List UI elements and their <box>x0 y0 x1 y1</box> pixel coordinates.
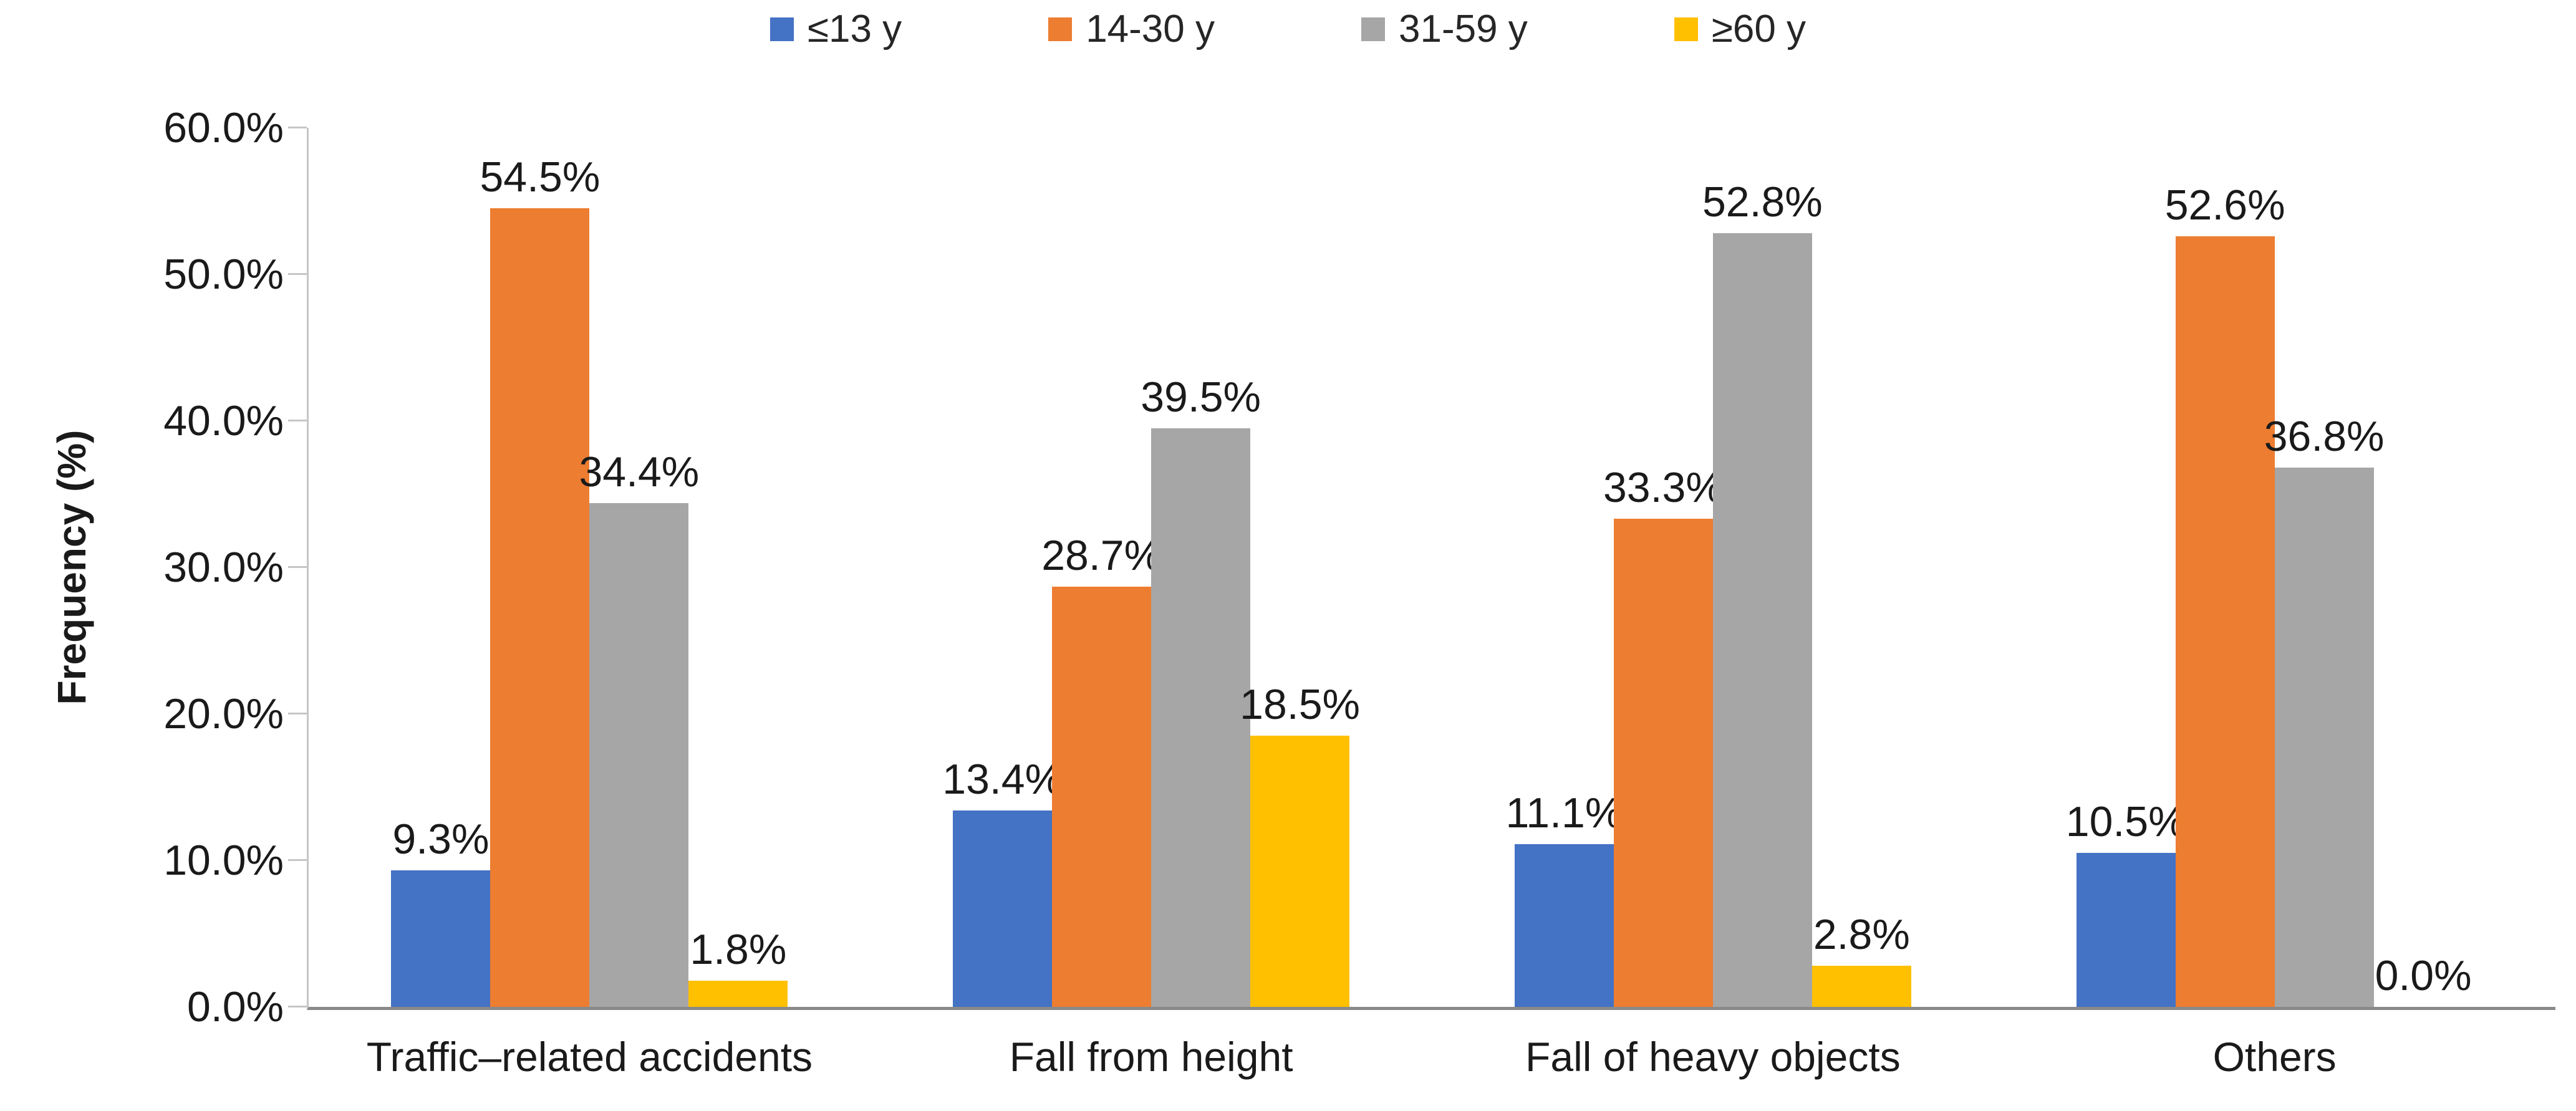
bar: 13.4% <box>942 758 1063 1007</box>
bar-group: 9.3% 54.5% 34.4% 1.8% Traffic–related accide… <box>309 128 871 1077</box>
legend-swatch-icon <box>1361 17 1385 41</box>
y-axis-tick-mark <box>288 1006 307 1008</box>
bar: 9.3% <box>391 818 491 1007</box>
bar: 11.1% <box>1506 792 1623 1007</box>
bar-value-label: 28.7% <box>1041 531 1162 579</box>
category-label: Traffic–related accidents <box>366 1034 813 1080</box>
chart-legend: ≤13 y 14-30 y 31-59 y ≥60 y <box>0 10 2576 49</box>
legend-swatch-icon <box>1674 17 1698 41</box>
bar-value-label: 52.8% <box>1702 178 1823 226</box>
bar: 10.5% <box>2066 801 2186 1007</box>
bar: 54.5% <box>480 156 600 1007</box>
bar: 39.5% <box>1141 376 1261 1007</box>
legend-swatch-icon <box>1048 17 1073 41</box>
bar-value-label: 39.5% <box>1141 373 1261 421</box>
bar: 1.8% <box>688 928 788 1007</box>
y-axis-tick-label: 50.0% <box>163 251 284 298</box>
y-axis-title: Frequency (%) <box>49 430 94 705</box>
legend-item: ≤13 y <box>769 7 902 50</box>
bar: 33.3% <box>1603 466 1724 1007</box>
bar-value-label: 36.8% <box>2264 413 2385 461</box>
y-axis-tick-mark <box>288 273 307 275</box>
y-axis-tick-label: 30.0% <box>163 544 284 591</box>
category-label: Fall from height <box>1009 1034 1293 1080</box>
bar-value-label: 11.1% <box>1505 789 1623 837</box>
legend-item: 31-59 y <box>1361 10 1528 49</box>
bar-value-label: 9.3% <box>392 815 490 863</box>
bar-value-label: 34.4% <box>579 448 700 496</box>
y-axis-tick-label: 10.0% <box>163 837 284 884</box>
bar: 2.8% <box>1811 913 1911 1007</box>
bar-group: 13.4% 28.7% 39.5% 18.5% Fall from height <box>871 128 1432 1077</box>
legend-label: 31-59 y <box>1399 7 1528 50</box>
legend-item: ≥60 y <box>1674 10 1806 49</box>
bar-value-label: 52.6% <box>2164 181 2285 229</box>
plot-area: 60.0% 50.0% 40.0% 30.0% 20.0% 10.0% 0.0% 9.3% 5… <box>163 107 2555 1077</box>
y-axis-tick-mark <box>288 127 307 128</box>
bar: 52.8% <box>1702 181 1823 1007</box>
bar-value-label: 0.0% <box>2375 952 2472 999</box>
bar-value-label: 2.8% <box>1813 911 1910 959</box>
category-label: Others <box>2212 1034 2337 1080</box>
legend-item: 14-30 y <box>1048 10 1215 49</box>
bar-groups: 9.3% 54.5% 34.4% 1.8% Traffic–related accide… <box>309 128 2555 1077</box>
legend-swatch-icon <box>769 17 794 41</box>
legend-label: ≥60 y <box>1711 7 1807 50</box>
bar: 52.6% <box>2165 184 2285 1007</box>
y-axis-tick-label: 0.0% <box>187 983 284 1031</box>
category-label: Fall of heavy objects <box>1525 1034 1901 1080</box>
bar-value-label: 13.4% <box>942 756 1063 804</box>
y-axis-tick-mark <box>288 566 307 568</box>
y-axis-tick-label: 40.0% <box>163 397 284 445</box>
bar: 28.7% <box>1041 534 1162 1007</box>
legend-label: 14-30 y <box>1086 7 1215 50</box>
bar-value-label: 1.8% <box>690 925 787 973</box>
bar-group: 11.1% 33.3% 52.8% 2.8% Fall of heavy objects <box>1432 128 1994 1077</box>
y-axis-tick-mark <box>288 420 307 421</box>
bar: 34.4% <box>579 451 699 1007</box>
y-axis-tick-mark <box>288 713 307 714</box>
y-axis-tick-mark <box>288 859 307 861</box>
bar-value-label: 54.5% <box>480 153 601 201</box>
y-axis-tick-label: 20.0% <box>163 690 284 738</box>
bar: 36.8% <box>2264 415 2385 1007</box>
bar-value-label: 18.5% <box>1240 681 1360 729</box>
bar-group: 10.5% 52.6% 36.8% 0.0% Others <box>1994 128 2555 1077</box>
bar-value-label: 33.3% <box>1603 464 1724 512</box>
bar: 18.5% <box>1240 683 1360 1007</box>
y-axis-tick-label: 60.0% <box>163 104 284 152</box>
legend-label: ≤13 y <box>807 7 902 50</box>
bar-value-label: 10.5% <box>2065 798 2186 846</box>
